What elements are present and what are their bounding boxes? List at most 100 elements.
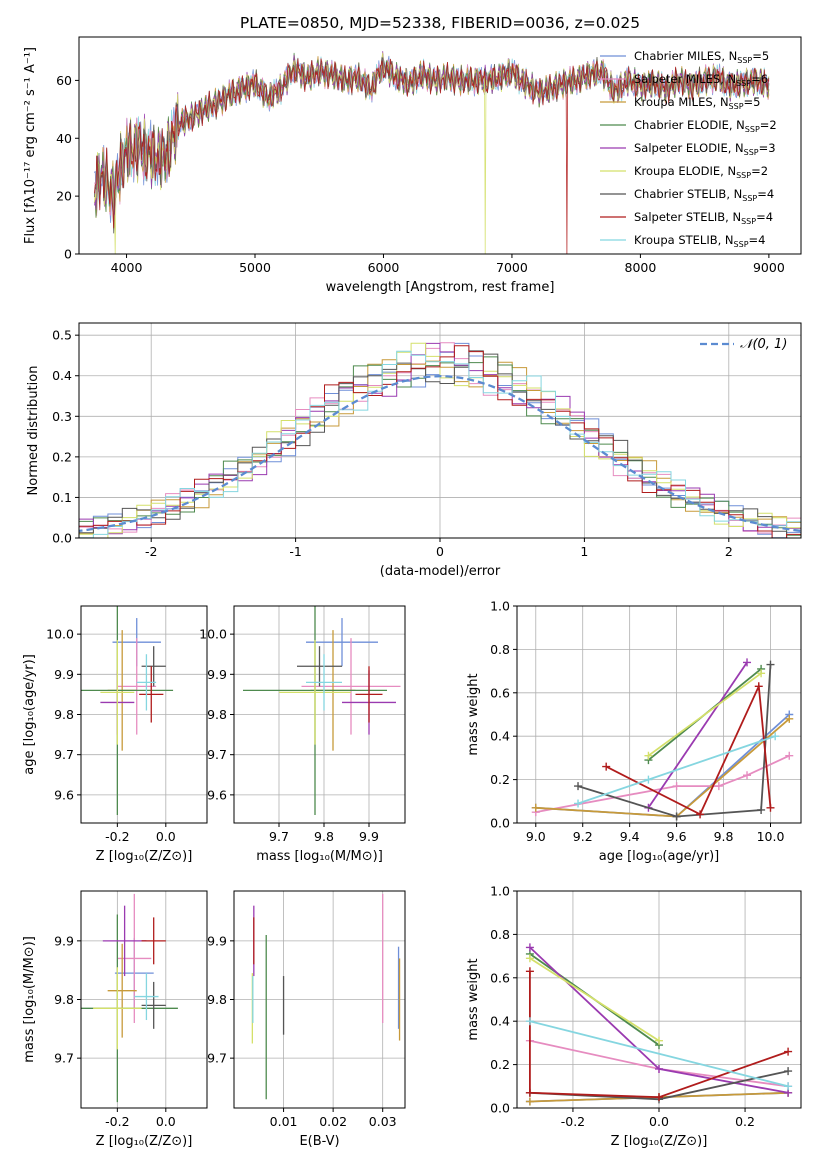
y-tick-label: 0.6 xyxy=(490,970,510,985)
y-tick-label: 9.8 xyxy=(207,707,227,722)
x-tick-label: 9.0 xyxy=(526,829,546,844)
legend-label-8: Kroupa STELIB, NSSP=4 xyxy=(634,233,765,249)
weight-line-4 xyxy=(647,661,748,809)
y-tick-label: 9.9 xyxy=(207,933,227,948)
x-tick-label: 0.2 xyxy=(735,1114,755,1129)
x-tick-label: 0.0 xyxy=(156,1114,176,1129)
weight-marker-4 xyxy=(655,1064,663,1073)
y-tick-label: 0.0 xyxy=(490,816,510,831)
weight-marker-8 xyxy=(644,775,653,784)
spectrum-line-2 xyxy=(94,54,770,218)
weight-line-7 xyxy=(605,682,772,816)
weight-marker-5 xyxy=(757,669,766,678)
weight-marker-6 xyxy=(757,805,766,814)
mass-vs-Z-plot-area xyxy=(81,893,178,1103)
x-tick-label: 9.9 xyxy=(359,829,379,844)
y-tick-label: 0.6 xyxy=(490,685,510,700)
y-axis-label: mass weight xyxy=(466,673,481,755)
x-tick-label: -0.2 xyxy=(105,829,129,844)
massweight-vs-Z-panel: -0.2 0.0 0.2 0.0 0.2 0.4 0.6 0.8 1.0 Z [log₁₀(Z/Z… xyxy=(466,884,802,1149)
legend-name: Chabrier STELIB, N xyxy=(634,187,742,201)
x-tick-label: 4000 xyxy=(111,260,143,275)
legend-suffix: =4 xyxy=(757,187,774,201)
weight-marker-2 xyxy=(531,803,540,812)
y-tick-label: 0.2 xyxy=(490,772,510,787)
x-tick-label: 9.8 xyxy=(714,829,734,844)
x-tick-label: 10.0 xyxy=(757,829,785,844)
y-tick-label: 9.8 xyxy=(54,707,74,722)
weight-line-1 xyxy=(535,754,790,813)
x-tick-label: -0.2 xyxy=(561,1114,585,1129)
y-tick-label: 0 xyxy=(64,247,72,262)
legend-name: Kroupa ELODIE, N xyxy=(634,164,736,178)
legend-sub: SSP xyxy=(737,56,752,65)
legend-suffix: =4 xyxy=(756,210,773,224)
weight-marker-2 xyxy=(525,1097,534,1106)
y-tick-label: 0.3 xyxy=(52,409,72,424)
x-tick-label: 0.03 xyxy=(369,1114,397,1129)
x-axis-label: wavelength [Angstrom, rest frame] xyxy=(326,280,555,295)
legend-name: Chabrier ELODIE, N xyxy=(634,118,745,132)
weight-marker-7 xyxy=(784,1047,793,1056)
age-vs-mass-panel: 9.7 9.8 9.9 9.6 9.7 9.8 9.9 10.0 mass [log₁₀(M/M… xyxy=(199,605,406,864)
y-tick-label: 9.6 xyxy=(54,787,74,802)
y-axis-label: age [log₁₀(age/yr)] xyxy=(22,654,37,775)
x-tick-label: 6000 xyxy=(368,260,400,275)
residual-histogram-plot-area xyxy=(79,342,801,538)
figure-title: PLATE=0850, MJD=52338, FIBERID=0036, z=0… xyxy=(240,14,640,32)
massweight-vs-age-axes-frame xyxy=(516,605,802,824)
massweight-vs-age-panel: 9.0 9.2 9.4 9.6 9.8 10.0 0.0 0.2 0.4 0.6 0.8 1.0 age… xyxy=(466,599,802,864)
weight-marker-1 xyxy=(672,782,681,791)
legend-label-0: Chabrier MILES, NSSP=5 xyxy=(634,49,769,65)
age-vs-mass-plot-area xyxy=(243,606,401,815)
y-tick-label: 0.2 xyxy=(490,1057,510,1072)
residual-histogram-panel: -2 -1 0 1 2 0.0 0.1 0.2 0.3 0.4 0.5 (data-model)/er… xyxy=(26,322,802,579)
weight-marker-6 xyxy=(784,1067,793,1076)
y-tick-label: 0.1 xyxy=(52,490,72,505)
legend-suffix: =3 xyxy=(759,141,776,155)
legend-label-6: Chabrier STELIB, NSSP=4 xyxy=(634,187,774,203)
normal-legend-label: 𝒩(0, 1) xyxy=(740,337,787,352)
weight-line-6 xyxy=(577,664,772,818)
weight-marker-1 xyxy=(714,782,723,791)
legend-sub: SSP xyxy=(742,194,757,203)
weight-marker-7 xyxy=(655,1093,663,1102)
weight-marker-8 xyxy=(525,1017,534,1026)
legend-suffix: =2 xyxy=(751,164,768,178)
weight-line-8 xyxy=(529,1020,789,1088)
legend-label-2: Kroupa MILES, NSSP=5 xyxy=(634,95,760,111)
x-tick-label: 9.4 xyxy=(620,829,640,844)
mass-vs-Z-panel: -0.2 0.0 9.7 9.8 9.9 Z [log₁₀(Z/Z⊙)] mass [log… xyxy=(22,890,208,1149)
spectrum-line-7 xyxy=(94,58,770,254)
y-tick-label: 0.0 xyxy=(52,531,72,546)
age-vs-Z-plot-area xyxy=(81,606,174,815)
massweight-vs-Z-plot-area xyxy=(525,943,793,1106)
y-tick-label: 9.7 xyxy=(54,1051,74,1066)
weight-marker-6 xyxy=(574,782,583,791)
y-tick-label: 1.0 xyxy=(490,884,510,899)
y-tick-label: 0.8 xyxy=(490,927,510,942)
legend-name: Chabrier MILES, N xyxy=(634,49,737,63)
x-tick-label: 9.2 xyxy=(573,829,593,844)
x-tick-label: -0.2 xyxy=(105,1114,129,1129)
legend-sub: SSP xyxy=(736,79,751,88)
y-tick-label: 9.7 xyxy=(207,1051,227,1066)
y-tick-label: 9.6 xyxy=(207,787,227,802)
x-axis-label: Z [log₁₀(Z/Z⊙)] xyxy=(96,1134,193,1149)
mass-vs-EBV-plot-area xyxy=(251,893,401,1100)
y-axis-label: Flux [fλ10⁻¹⁷ erg cm⁻² s⁻¹ A⁻¹] xyxy=(23,47,38,244)
x-tick-label: 2 xyxy=(725,544,733,559)
legend-sub: SSP xyxy=(744,148,759,157)
y-tick-label: 9.9 xyxy=(207,667,227,682)
x-tick-label: 7000 xyxy=(496,260,528,275)
weight-marker-7 xyxy=(766,803,775,812)
weight-marker-7 xyxy=(525,967,534,976)
weight-marker-5 xyxy=(525,954,534,963)
legend-sub: SSP xyxy=(734,240,749,249)
y-tick-label: 1.0 xyxy=(490,599,510,614)
weight-line-2 xyxy=(535,718,790,818)
y-tick-label: 0.2 xyxy=(52,449,72,464)
y-axis-label: mass weight xyxy=(466,958,481,1040)
legend-name: Salpeter ELODIE, N xyxy=(634,141,744,155)
x-tick-label: 9000 xyxy=(753,260,785,275)
